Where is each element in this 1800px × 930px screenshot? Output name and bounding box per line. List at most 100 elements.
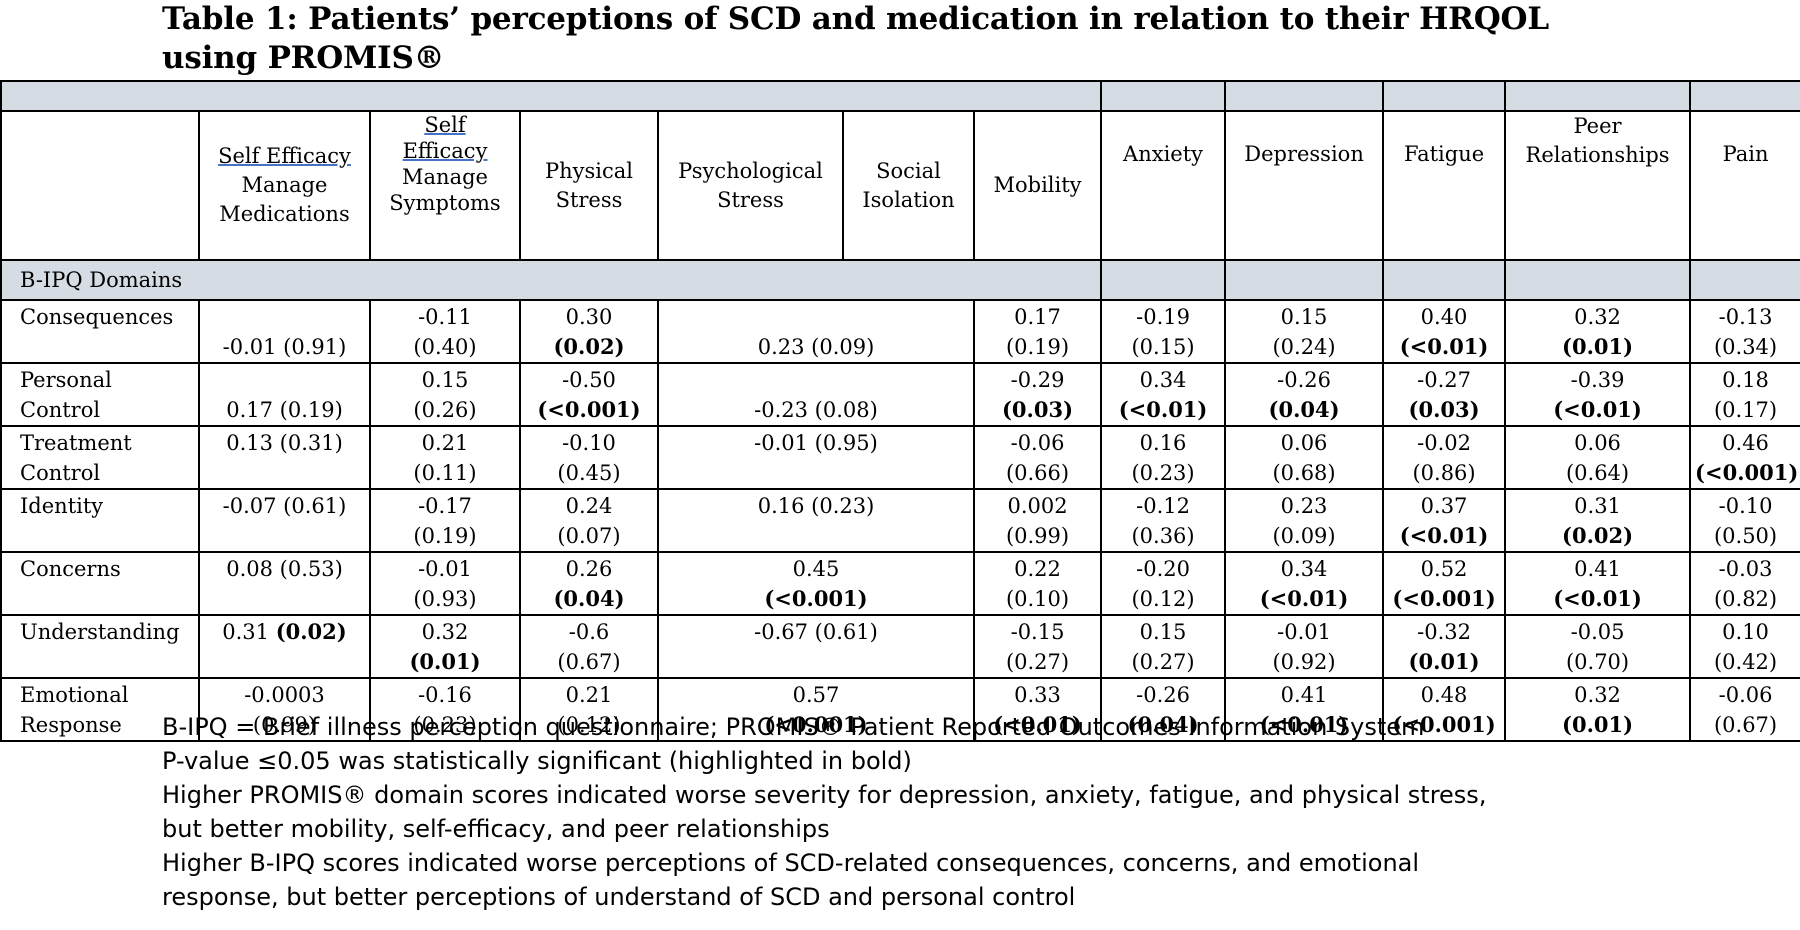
value-cell: -0.17 (0.19) <box>369 488 521 553</box>
value-cell: 0.002 (0.99) <box>972 488 1103 553</box>
row-label-line: Treatment <box>20 431 132 455</box>
cell-pvalue-line: 0.23 (0.09) <box>757 335 875 359</box>
value-cell: 0.37 (<0.01) <box>1382 488 1507 553</box>
cell-value: 0.45 <box>792 557 840 581</box>
header-line: Psychological <box>678 158 823 183</box>
cell-value: -0.07 (0.61) <box>222 494 347 518</box>
cell-pvalue-line: (0.10) <box>1005 587 1070 611</box>
header-fatigue: Fatigue <box>1382 110 1507 261</box>
cell-value: -0.13 (0.34) <box>1713 305 1778 359</box>
cell-value: -0.16 <box>418 683 472 707</box>
cell-value: -0.26 <box>1136 683 1190 707</box>
cell-value: 0.10 (0.42) <box>1713 620 1778 674</box>
cell-pvalue-line: (0.04) <box>1268 397 1340 422</box>
footnote-line: P-value ≤0.05 was statistically signific… <box>162 747 912 775</box>
header-anxiety: Anxiety <box>1100 110 1227 261</box>
header-line: Stress <box>555 187 623 212</box>
value-cell: 0.41 (<0.01) <box>1224 677 1385 742</box>
cell-value: -0.0003 <box>244 683 325 707</box>
cell-value: -0.50 <box>562 368 616 392</box>
section-cell <box>1689 259 1800 301</box>
value-cell: -0.05 (0.70) <box>1504 614 1692 679</box>
value-cell: 0.48 (<0.001) <box>1382 677 1507 742</box>
cell-value: 0.31 <box>1574 494 1621 518</box>
header-line: Self Efficacy <box>218 144 351 168</box>
cell-value <box>663 302 969 332</box>
cell-pvalue-line: (0.67) <box>557 650 621 674</box>
section-cell <box>1224 259 1385 301</box>
header-psychological-stress: Psychological Stress <box>657 110 844 261</box>
value-cell: -0.01 (0.95) <box>657 425 975 490</box>
cell-value: 0.17 <box>1014 305 1061 329</box>
cell-pvalue-line: (0.99) <box>1005 524 1070 548</box>
cell-value: 0.30 <box>565 305 613 329</box>
cell-value: -0.10 <box>562 431 616 455</box>
cell-value: 0.16 (0.23) <box>757 494 875 518</box>
value-cell: 0.18 (0.17) <box>1689 362 1800 427</box>
header-line: Manage <box>241 173 328 197</box>
value-cell: 0.16 (0.23) <box>1100 425 1227 490</box>
cell-value: 0.23 <box>1280 494 1328 518</box>
cell-pvalue-line: (0.27) <box>1005 650 1070 674</box>
value-cell: 0.57 (<0.001) <box>657 677 975 742</box>
cell-pvalue-line: (0.09) <box>1272 524 1336 548</box>
value-cell: -0.01 (0.91) <box>198 299 371 364</box>
value-cell: -0.06 (0.67) <box>1689 677 1800 742</box>
value-cell: -0.26 (0.04) <box>1100 677 1227 742</box>
cell-coefficient: 0.31 <box>222 620 270 644</box>
section-cell <box>1100 259 1227 301</box>
cell-pvalue: (0.02) <box>275 619 347 644</box>
cell-value: -0.19 <box>1136 305 1190 329</box>
cell-value: 0.21 <box>421 431 469 455</box>
top-shaded-band <box>0 80 1800 112</box>
cell-pvalue-line: (0.45) <box>557 461 621 485</box>
band-cell <box>0 80 1103 112</box>
footnote-line: Higher PROMIS® domain scores indicated w… <box>162 781 1487 809</box>
value-cell: 0.32 (0.01) <box>1504 299 1692 364</box>
cell-pvalue-line: 0.17 (0.19) <box>226 398 343 422</box>
cell-value <box>204 302 365 332</box>
value-cell: 0.23 (0.09) <box>1224 488 1385 553</box>
value-cell: 0.31 (0.02) <box>198 614 371 679</box>
value-cell: 0.24 (0.07) <box>519 488 659 553</box>
cell-value: 0.002 <box>1007 494 1068 518</box>
value-cell: -0.06 (0.66) <box>972 425 1103 490</box>
cell-pvalue-line: (<0.01) <box>1118 397 1208 422</box>
cell-value: 0.46 <box>1722 431 1769 455</box>
footnote-line: response, but better perceptions of unde… <box>162 883 1076 911</box>
cell-value: -0.10 (0.50) <box>1713 494 1778 548</box>
cell-pvalue-line: (0.23) <box>413 713 477 737</box>
cell-pvalue-line: (<0.01) <box>1553 397 1642 422</box>
value-cell: -0.15 (0.27) <box>972 614 1103 679</box>
cell-pvalue-line: (0.02) <box>553 334 625 359</box>
cell-pvalue-line: (0.12) <box>1131 587 1195 611</box>
header-depression: Depression <box>1224 110 1385 261</box>
header-line: Isolation <box>862 187 955 212</box>
column-header-row: Self Efficacy Manage Medications Self Ef… <box>0 110 1800 261</box>
correlation-table: Self Efficacy Manage Medications Self Ef… <box>0 80 1800 742</box>
cell-value: 0.34 <box>1280 557 1328 581</box>
cell-value <box>204 365 365 395</box>
value-cell: 0.13 (0.31) <box>198 425 371 490</box>
cell-value: -0.67 (0.61) <box>754 620 878 644</box>
section-cell <box>1382 259 1507 301</box>
row-label: Treatment Control <box>0 425 200 490</box>
cell-value: 0.32 <box>1574 305 1621 329</box>
cell-value: 0.08 (0.53) <box>226 557 343 581</box>
value-cell: 0.33 (<0.01) <box>972 677 1103 742</box>
cell-pvalue-line: (0.15) <box>1131 335 1195 359</box>
value-cell: 0.08 (0.53) <box>198 551 371 616</box>
band-cell <box>1382 80 1507 112</box>
value-cell: -0.29 (0.03) <box>972 362 1103 427</box>
value-cell: 0.40 (<0.01) <box>1382 299 1507 364</box>
cell-value: 0.22 <box>1014 557 1061 581</box>
header-line: Physical <box>544 158 633 183</box>
cell-value: 0.16 <box>1139 431 1187 455</box>
cell-pvalue-line: (0.04) <box>1127 712 1199 737</box>
value-cell: 0.17 (0.19) <box>972 299 1103 364</box>
header-self-efficacy-symptoms: Self Efficacy Manage Symptoms <box>369 110 521 261</box>
cell-value: -0.29 <box>1010 368 1065 392</box>
value-cell: -0.07 (0.61) <box>198 488 371 553</box>
cell-pvalue-line: (0.07) <box>557 524 621 548</box>
table-title-line-2: using PROMIS® <box>162 40 445 76</box>
